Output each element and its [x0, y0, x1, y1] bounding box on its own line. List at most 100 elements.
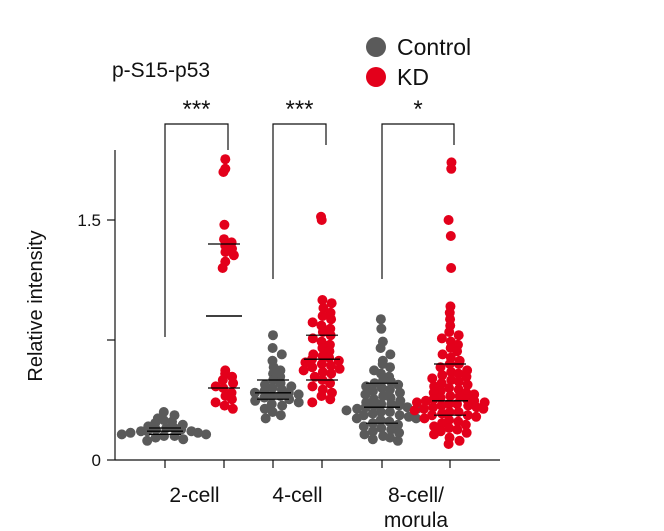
data-point-3-28 — [298, 365, 309, 376]
data-point-0-14 — [135, 426, 146, 437]
data-point-3-31 — [309, 371, 320, 382]
data-point-5-4 — [446, 263, 457, 273]
data-point-4-48 — [376, 423, 387, 433]
data-point-2-25 — [277, 400, 288, 411]
data-point-2-0 — [267, 330, 278, 341]
data-point-3-39 — [307, 397, 318, 408]
data-point-0-3 — [158, 415, 169, 425]
data-point-5-21 — [435, 362, 446, 373]
x-category-label-0: 2-cell — [169, 484, 219, 507]
data-point-1-15 — [217, 375, 228, 385]
data-point-5-72 — [461, 427, 472, 438]
data-point-0-10 — [150, 424, 161, 435]
data-point-2-1 — [267, 343, 278, 353]
data-point-5-73 — [429, 429, 440, 440]
data-point-3-3 — [326, 298, 337, 309]
data-point-5-56 — [409, 405, 420, 416]
data-point-3-24 — [316, 359, 327, 369]
data-point-5-27 — [427, 373, 438, 384]
data-point-4-38 — [394, 410, 405, 421]
data-point-5-75 — [454, 435, 465, 446]
data-point-4-19 — [394, 387, 405, 398]
data-point-5-31 — [462, 379, 473, 390]
data-point-3-13 — [307, 333, 318, 344]
data-point-4-47 — [358, 421, 369, 432]
significance-label-1: *** — [285, 96, 313, 123]
data-point-5-57 — [444, 407, 455, 417]
data-point-2-12 — [267, 383, 278, 393]
data-point-4-7 — [385, 362, 396, 373]
data-point-5-55 — [478, 403, 489, 414]
data-point-3-34 — [307, 381, 318, 392]
data-point-3-30 — [326, 368, 337, 379]
data-point-3-26 — [307, 362, 318, 373]
data-point-3-4 — [318, 303, 329, 313]
y-tick-label-0: 0 — [92, 451, 101, 470]
data-point-0-17 — [201, 429, 212, 440]
data-point-4-17 — [384, 384, 395, 395]
data-point-4-54 — [385, 432, 396, 443]
data-point-4-34 — [341, 405, 352, 416]
data-point-0-15 — [192, 427, 203, 438]
x-category-label-2-line1: morula — [384, 509, 449, 531]
data-point-3-33 — [325, 378, 336, 389]
data-point-0-11 — [176, 424, 187, 435]
data-point-4-1 — [376, 323, 387, 334]
data-point-4-0 — [375, 314, 386, 325]
data-point-3-37 — [316, 391, 327, 401]
data-point-5-48 — [444, 399, 455, 409]
data-point-2-26 — [259, 403, 270, 414]
data-point-4-50 — [367, 426, 378, 437]
legend-marker-control — [366, 37, 386, 57]
data-point-3-38 — [325, 394, 336, 405]
data-point-5-49 — [452, 399, 463, 409]
data-point-4-18 — [367, 386, 378, 397]
data-point-1-22 — [210, 397, 221, 408]
data-point-1-0 — [220, 154, 231, 165]
data-point-4-37 — [367, 408, 378, 419]
y-tick-label-2: 1.5 — [77, 211, 101, 230]
data-point-5-29 — [453, 376, 464, 387]
data-point-4-14 — [393, 379, 404, 390]
data-point-5-15 — [452, 346, 463, 357]
data-point-1-23 — [219, 400, 230, 411]
significance-label-0: *** — [182, 96, 210, 123]
data-point-0-23 — [142, 435, 153, 446]
data-point-5-1 — [446, 163, 457, 174]
data-point-4-3 — [375, 343, 386, 353]
data-point-4-16 — [376, 383, 387, 393]
data-point-1-17 — [210, 381, 221, 392]
data-point-5-70 — [452, 424, 463, 435]
data-point-2-29 — [260, 413, 271, 424]
significance-bracket-1 — [272, 123, 327, 279]
data-point-1-8 — [220, 247, 231, 257]
legend-label-control: Control — [397, 34, 471, 60]
data-point-4-4 — [385, 349, 396, 360]
data-point-1-11 — [217, 263, 228, 273]
data-point-2-18 — [266, 391, 277, 401]
x-category-label-2-line0: 8-cell/ — [388, 484, 444, 507]
data-point-5-67 — [460, 419, 471, 430]
data-point-4-51 — [394, 427, 405, 438]
x-category-label-1: 4-cell — [272, 484, 322, 507]
data-point-5-47 — [411, 397, 422, 408]
data-point-0-22 — [178, 434, 189, 445]
data-point-4-42 — [411, 413, 422, 424]
data-point-0-18 — [116, 429, 127, 440]
significance-bracket-0 — [164, 123, 229, 337]
data-point-2-2 — [276, 349, 287, 360]
data-point-5-76 — [443, 439, 454, 449]
data-point-5-24 — [453, 368, 464, 379]
data-point-5-50 — [436, 400, 447, 411]
data-point-5-62 — [471, 411, 482, 422]
data-point-0-21 — [150, 432, 161, 443]
data-point-2-27 — [267, 407, 278, 417]
data-point-5-61 — [426, 410, 437, 421]
data-point-1-2 — [218, 167, 229, 177]
data-point-5-3 — [445, 231, 456, 241]
data-point-4-49 — [386, 424, 397, 435]
data-point-3-27 — [334, 363, 345, 374]
data-point-2-21 — [284, 394, 295, 405]
data-point-5-45 — [420, 395, 431, 406]
